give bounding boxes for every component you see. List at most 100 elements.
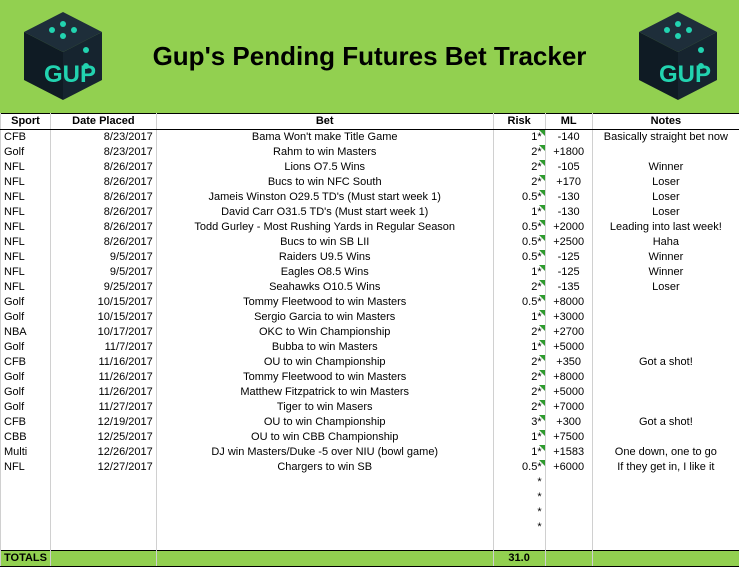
cell-ml[interactable] xyxy=(545,475,592,490)
cell-notes[interactable]: Basically straight bet now xyxy=(592,130,739,146)
cell-notes[interactable] xyxy=(592,385,739,400)
totals-ml[interactable] xyxy=(545,551,592,567)
cell-date[interactable] xyxy=(50,490,156,505)
cell-bet[interactable]: OKC to Win Championship xyxy=(156,325,493,340)
cell-risk[interactable]: 2* xyxy=(493,280,545,295)
cell-ml[interactable]: +300 xyxy=(545,415,592,430)
cell-risk[interactable]: 0.5* xyxy=(493,295,545,310)
cell-ml[interactable]: +8000 xyxy=(545,370,592,385)
cell-notes[interactable]: Loser xyxy=(592,280,739,295)
cell-date[interactable]: 8/26/2017 xyxy=(50,160,156,175)
cell-risk[interactable]: 1* xyxy=(493,130,545,146)
cell-bet[interactable]: Bama Won't make Title Game xyxy=(156,130,493,146)
cell-ml[interactable]: +7500 xyxy=(545,430,592,445)
cell-ml[interactable]: -105 xyxy=(545,160,592,175)
cell-notes[interactable] xyxy=(592,505,739,520)
cell-ml[interactable]: +1583 xyxy=(545,445,592,460)
totals-notes[interactable] xyxy=(592,551,739,567)
cell-sport[interactable]: NFL xyxy=(1,220,51,235)
cell-ml[interactable]: -140 xyxy=(545,130,592,146)
cell-risk[interactable]: 1* xyxy=(493,205,545,220)
cell-date[interactable]: 8/23/2017 xyxy=(50,145,156,160)
cell-sport[interactable]: NFL xyxy=(1,160,51,175)
totals-sport[interactable]: TOTALS xyxy=(1,551,51,567)
cell-notes[interactable] xyxy=(592,295,739,310)
cell-sport[interactable]: CFB xyxy=(1,130,51,146)
cell-risk[interactable]: * xyxy=(493,520,545,535)
cell-notes[interactable]: Winner xyxy=(592,160,739,175)
cell-risk[interactable]: 2* xyxy=(493,145,545,160)
cell-notes[interactable] xyxy=(592,475,739,490)
cell-sport[interactable]: CFB xyxy=(1,355,51,370)
cell-ml[interactable]: +3000 xyxy=(545,310,592,325)
cell-risk[interactable]: * xyxy=(493,505,545,520)
cell-sport[interactable]: NFL xyxy=(1,250,51,265)
cell-date[interactable]: 8/26/2017 xyxy=(50,205,156,220)
cell-date[interactable]: 11/26/2017 xyxy=(50,370,156,385)
cell-sport[interactable]: Golf xyxy=(1,340,51,355)
cell-bet[interactable]: OU to win CBB Championship xyxy=(156,430,493,445)
cell-bet[interactable]: Todd Gurley - Most Rushing Yards in Regu… xyxy=(156,220,493,235)
cell-bet[interactable]: Tommy Fleetwood to win Masters xyxy=(156,370,493,385)
cell-sport[interactable]: Golf xyxy=(1,400,51,415)
cell-bet[interactable]: Raiders U9.5 Wins xyxy=(156,250,493,265)
cell-notes[interactable] xyxy=(592,310,739,325)
cell-date[interactable]: 10/15/2017 xyxy=(50,295,156,310)
cell-ml[interactable]: -125 xyxy=(545,265,592,280)
cell-bet[interactable]: Rahm to win Masters xyxy=(156,145,493,160)
cell-risk[interactable]: 2* xyxy=(493,175,545,190)
cell-ml[interactable]: +2000 xyxy=(545,220,592,235)
cell-risk[interactable]: 1* xyxy=(493,340,545,355)
cell-sport[interactable] xyxy=(1,475,51,490)
cell-sport[interactable]: NBA xyxy=(1,325,51,340)
cell-risk[interactable]: 2* xyxy=(493,325,545,340)
cell-notes[interactable]: Winner xyxy=(592,250,739,265)
cell-notes[interactable] xyxy=(592,340,739,355)
cell-ml[interactable]: +8000 xyxy=(545,295,592,310)
cell-ml[interactable] xyxy=(545,535,592,551)
cell-ml[interactable]: -125 xyxy=(545,250,592,265)
cell-sport[interactable] xyxy=(1,505,51,520)
cell-notes[interactable] xyxy=(592,430,739,445)
cell-ml[interactable]: +5000 xyxy=(545,385,592,400)
cell-sport[interactable]: NFL xyxy=(1,190,51,205)
cell-notes[interactable] xyxy=(592,325,739,340)
cell-bet[interactable]: Bubba to win Masters xyxy=(156,340,493,355)
cell-sport[interactable] xyxy=(1,490,51,505)
cell-ml[interactable]: +5000 xyxy=(545,340,592,355)
cell-notes[interactable] xyxy=(592,400,739,415)
cell-date[interactable]: 8/26/2017 xyxy=(50,235,156,250)
cell-date[interactable]: 12/26/2017 xyxy=(50,445,156,460)
cell-notes[interactable] xyxy=(592,535,739,551)
cell-notes[interactable]: If they get in, I like it xyxy=(592,460,739,475)
cell-sport[interactable]: NFL xyxy=(1,175,51,190)
cell-date[interactable]: 11/27/2017 xyxy=(50,400,156,415)
cell-bet[interactable]: Bucs to win NFC South xyxy=(156,175,493,190)
cell-risk[interactable]: 3* xyxy=(493,415,545,430)
cell-bet[interactable]: Bucs to win SB LII xyxy=(156,235,493,250)
cell-ml[interactable]: +7000 xyxy=(545,400,592,415)
cell-risk[interactable]: 0.5* xyxy=(493,460,545,475)
cell-ml[interactable] xyxy=(545,505,592,520)
cell-sport[interactable] xyxy=(1,520,51,535)
cell-bet[interactable] xyxy=(156,535,493,551)
cell-risk[interactable]: 2* xyxy=(493,160,545,175)
cell-date[interactable]: 10/15/2017 xyxy=(50,310,156,325)
cell-ml[interactable]: +1800 xyxy=(545,145,592,160)
cell-risk[interactable]: * xyxy=(493,490,545,505)
cell-ml[interactable] xyxy=(545,520,592,535)
cell-date[interactable] xyxy=(50,520,156,535)
cell-risk[interactable]: 0.5* xyxy=(493,220,545,235)
cell-ml[interactable]: -130 xyxy=(545,205,592,220)
cell-bet[interactable]: Matthew Fitzpatrick to win Masters xyxy=(156,385,493,400)
cell-sport[interactable]: Golf xyxy=(1,295,51,310)
cell-risk[interactable]: 0.5* xyxy=(493,190,545,205)
cell-bet[interactable] xyxy=(156,505,493,520)
cell-sport[interactable]: Golf xyxy=(1,310,51,325)
cell-notes[interactable]: Haha xyxy=(592,235,739,250)
cell-ml[interactable]: -130 xyxy=(545,190,592,205)
cell-sport[interactable]: NFL xyxy=(1,205,51,220)
cell-ml[interactable]: +6000 xyxy=(545,460,592,475)
cell-bet[interactable]: Tommy Fleetwood to win Masters xyxy=(156,295,493,310)
cell-risk[interactable]: * xyxy=(493,475,545,490)
